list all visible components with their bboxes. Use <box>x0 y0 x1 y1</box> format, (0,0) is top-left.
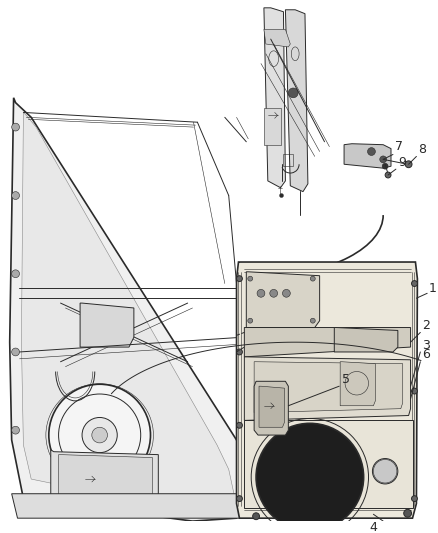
Polygon shape <box>244 421 413 508</box>
Circle shape <box>82 417 117 453</box>
Text: 5: 5 <box>342 373 350 386</box>
Circle shape <box>256 423 364 531</box>
Circle shape <box>92 427 107 443</box>
Circle shape <box>372 458 398 484</box>
Polygon shape <box>59 455 152 500</box>
Text: 3: 3 <box>422 338 430 352</box>
Polygon shape <box>244 357 410 421</box>
Circle shape <box>253 513 259 520</box>
Polygon shape <box>334 327 398 352</box>
Circle shape <box>412 388 417 394</box>
Polygon shape <box>340 362 375 406</box>
Text: 8: 8 <box>418 143 426 156</box>
Circle shape <box>237 496 242 502</box>
Polygon shape <box>246 272 320 327</box>
Circle shape <box>12 270 19 278</box>
Polygon shape <box>51 450 158 504</box>
Polygon shape <box>264 29 290 47</box>
Polygon shape <box>244 327 410 357</box>
Circle shape <box>311 318 315 323</box>
Circle shape <box>288 88 298 98</box>
Circle shape <box>248 318 253 323</box>
Polygon shape <box>10 98 248 521</box>
Polygon shape <box>254 381 288 435</box>
Circle shape <box>12 348 19 356</box>
Polygon shape <box>344 144 391 168</box>
Polygon shape <box>286 10 308 192</box>
Circle shape <box>12 426 19 434</box>
Text: 6: 6 <box>422 349 430 361</box>
Circle shape <box>248 276 253 281</box>
Circle shape <box>385 172 391 178</box>
Circle shape <box>237 422 242 428</box>
Circle shape <box>237 276 242 281</box>
Circle shape <box>279 193 283 198</box>
Circle shape <box>237 349 242 355</box>
Circle shape <box>412 280 417 286</box>
Text: 4: 4 <box>370 521 378 533</box>
Polygon shape <box>21 112 235 513</box>
Circle shape <box>311 276 315 281</box>
Polygon shape <box>254 362 403 413</box>
Polygon shape <box>259 386 284 427</box>
Circle shape <box>270 289 278 297</box>
Circle shape <box>404 510 412 517</box>
Circle shape <box>380 156 387 163</box>
Circle shape <box>12 192 19 199</box>
Polygon shape <box>12 494 248 518</box>
Polygon shape <box>80 303 134 347</box>
Text: 7: 7 <box>395 140 403 153</box>
Circle shape <box>283 289 290 297</box>
Circle shape <box>382 163 388 169</box>
Circle shape <box>405 161 412 168</box>
Circle shape <box>49 384 151 486</box>
Text: 1: 1 <box>429 282 437 295</box>
Circle shape <box>12 123 19 131</box>
Polygon shape <box>237 262 417 518</box>
Circle shape <box>367 148 375 156</box>
Circle shape <box>412 496 417 502</box>
Text: 2: 2 <box>422 319 430 332</box>
Polygon shape <box>264 108 280 144</box>
Circle shape <box>257 289 265 297</box>
Polygon shape <box>264 8 286 188</box>
Text: 9: 9 <box>398 156 406 169</box>
